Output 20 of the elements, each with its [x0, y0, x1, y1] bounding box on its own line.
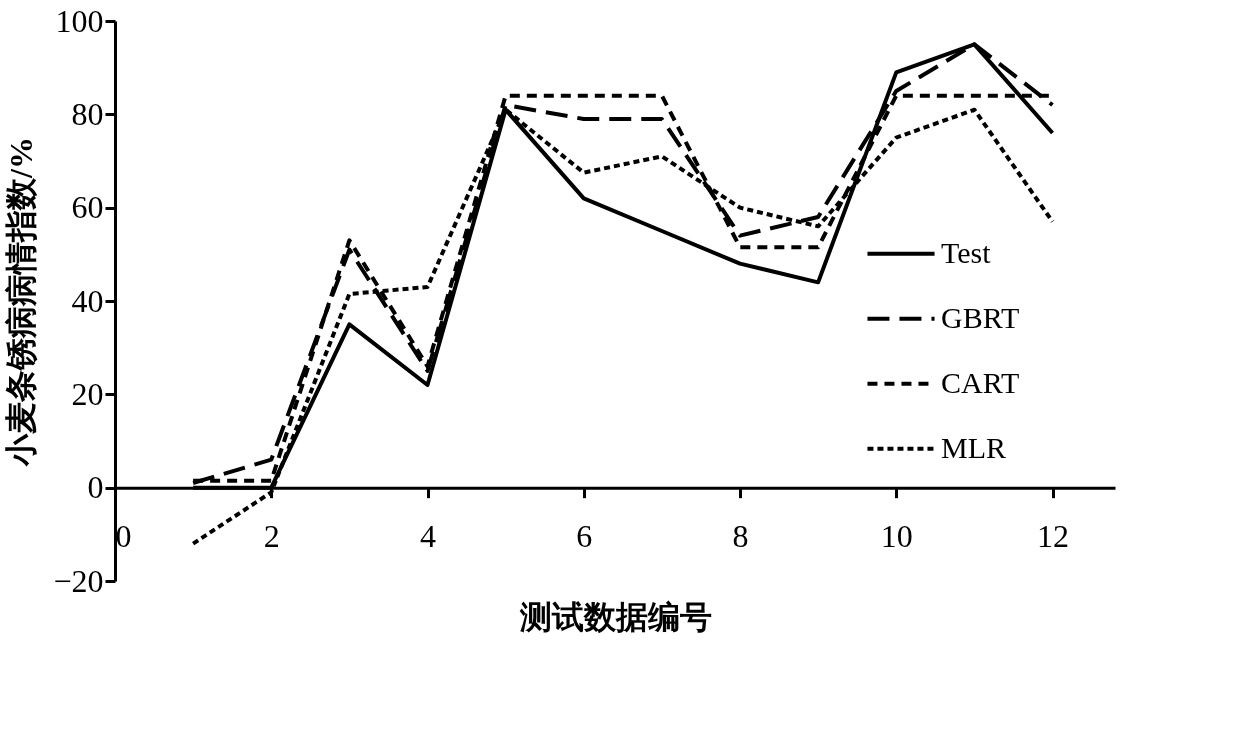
x-tick-label: 4 [420, 518, 436, 555]
x-tick-label: 0 [115, 518, 132, 555]
x-tick-label: 6 [576, 518, 593, 555]
legend-label: GBRT [941, 300, 1020, 334]
legend-label: MLR [941, 430, 1007, 464]
x-tick-label: 12 [1037, 518, 1069, 555]
x-axis-title: 测试数据编号 [518, 599, 712, 636]
y-tick-label: 0 [87, 469, 104, 506]
y-tick-label: 20 [71, 375, 104, 412]
y-tick-label: 80 [71, 95, 104, 132]
x-tick-label: 8 [732, 518, 749, 555]
x-tick-label: 10 [880, 518, 913, 555]
y-tick-label: 100 [55, 2, 104, 39]
legend-label: CART [941, 365, 1020, 399]
y-axis-title: 小麦条锈病病情指数/% [3, 137, 40, 467]
y-tick-label: 40 [71, 282, 104, 319]
legend-label: Test [941, 235, 992, 269]
y-tick-label: −20 [53, 562, 104, 599]
x-tick-label: 2 [263, 518, 280, 555]
y-tick-label: 60 [71, 189, 104, 226]
